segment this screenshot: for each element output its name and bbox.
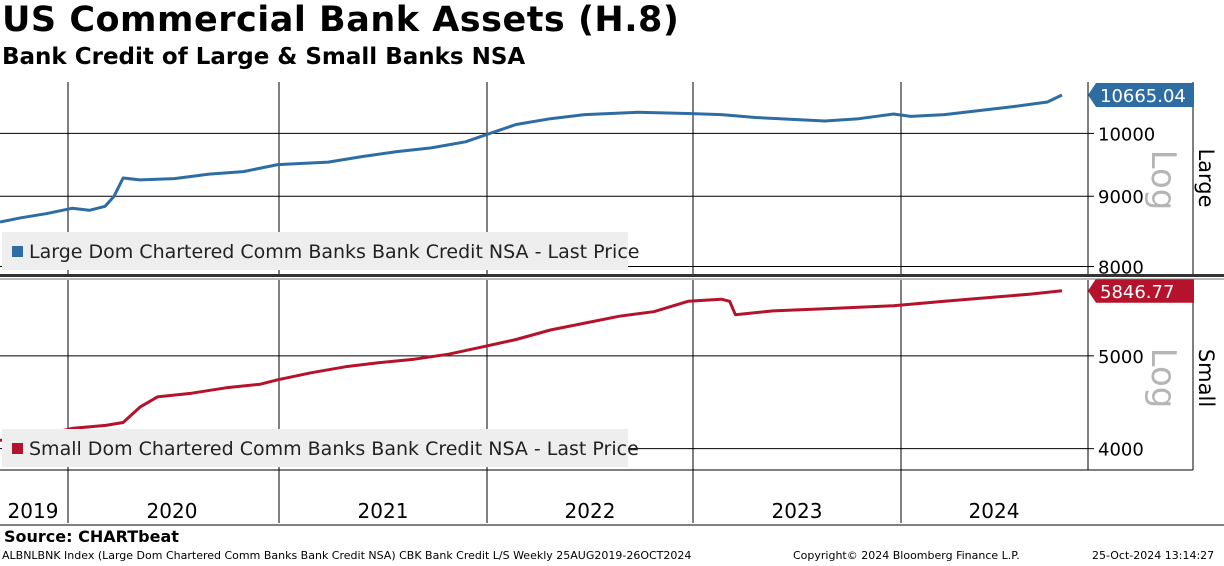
y-tick-label: 8000: [1098, 257, 1144, 278]
x-tick-label: 2019: [8, 499, 59, 523]
panel-large: 8000 9000 10000 10665.04 Log Large Large Dom C…: [0, 82, 1218, 278]
log-scale-label: Log: [1143, 150, 1183, 211]
x-tick-label: 2021: [358, 499, 409, 523]
legend-label: Large Dom Chartered Comm Banks Bank Cred…: [29, 241, 639, 263]
panel-divider: [0, 274, 1224, 277]
y-tick-label: 9000: [1098, 187, 1144, 208]
legend-swatch: [12, 443, 23, 454]
panel-small: 4000 5000 5846.77 Log Small Small Dom Charter…: [0, 278, 1218, 470]
series-line-small: [0, 289, 1063, 442]
chart-title: US Commercial Bank Assets (H.8): [2, 0, 680, 40]
last-value-label: 5846.77: [1100, 282, 1174, 303]
panel-name-label: Small: [1194, 349, 1218, 407]
last-value-tag: [1088, 82, 1194, 107]
legend-swatch: [12, 246, 23, 257]
log-scale-label: Log: [1143, 348, 1183, 409]
legend-box: [2, 232, 628, 270]
footer-copyright: Copyright© 2024 Bloomberg Finance L.P.: [793, 549, 1020, 562]
y-tick-label: 4000: [1098, 440, 1144, 461]
x-tick-label: 2020: [147, 499, 198, 523]
footer-timestamp: 25-Oct-2024 13:14:27: [1092, 549, 1215, 562]
x-tick-label: 2023: [772, 499, 823, 523]
y-tick-label: 10000: [1098, 124, 1155, 145]
legend-box: [2, 429, 628, 467]
y-tick-label: 5000: [1098, 347, 1144, 368]
chart-subtitle: Bank Credit of Large & Small Banks NSA: [2, 44, 526, 70]
source-note: Source: CHARTbeat: [4, 527, 179, 546]
series-line-large: [0, 93, 1063, 224]
panel-name-label: Large: [1194, 148, 1218, 207]
x-tick-label: 2022: [565, 499, 616, 523]
last-value-label: 10665.04: [1100, 86, 1186, 107]
footer-index-info: ALBNLBNK Index (Large Dom Chartered Comm…: [2, 549, 692, 562]
legend-label: Small Dom Chartered Comm Banks Bank Cred…: [29, 438, 639, 460]
last-value-tag: [1088, 278, 1194, 303]
x-tick-label: 2024: [969, 499, 1020, 523]
